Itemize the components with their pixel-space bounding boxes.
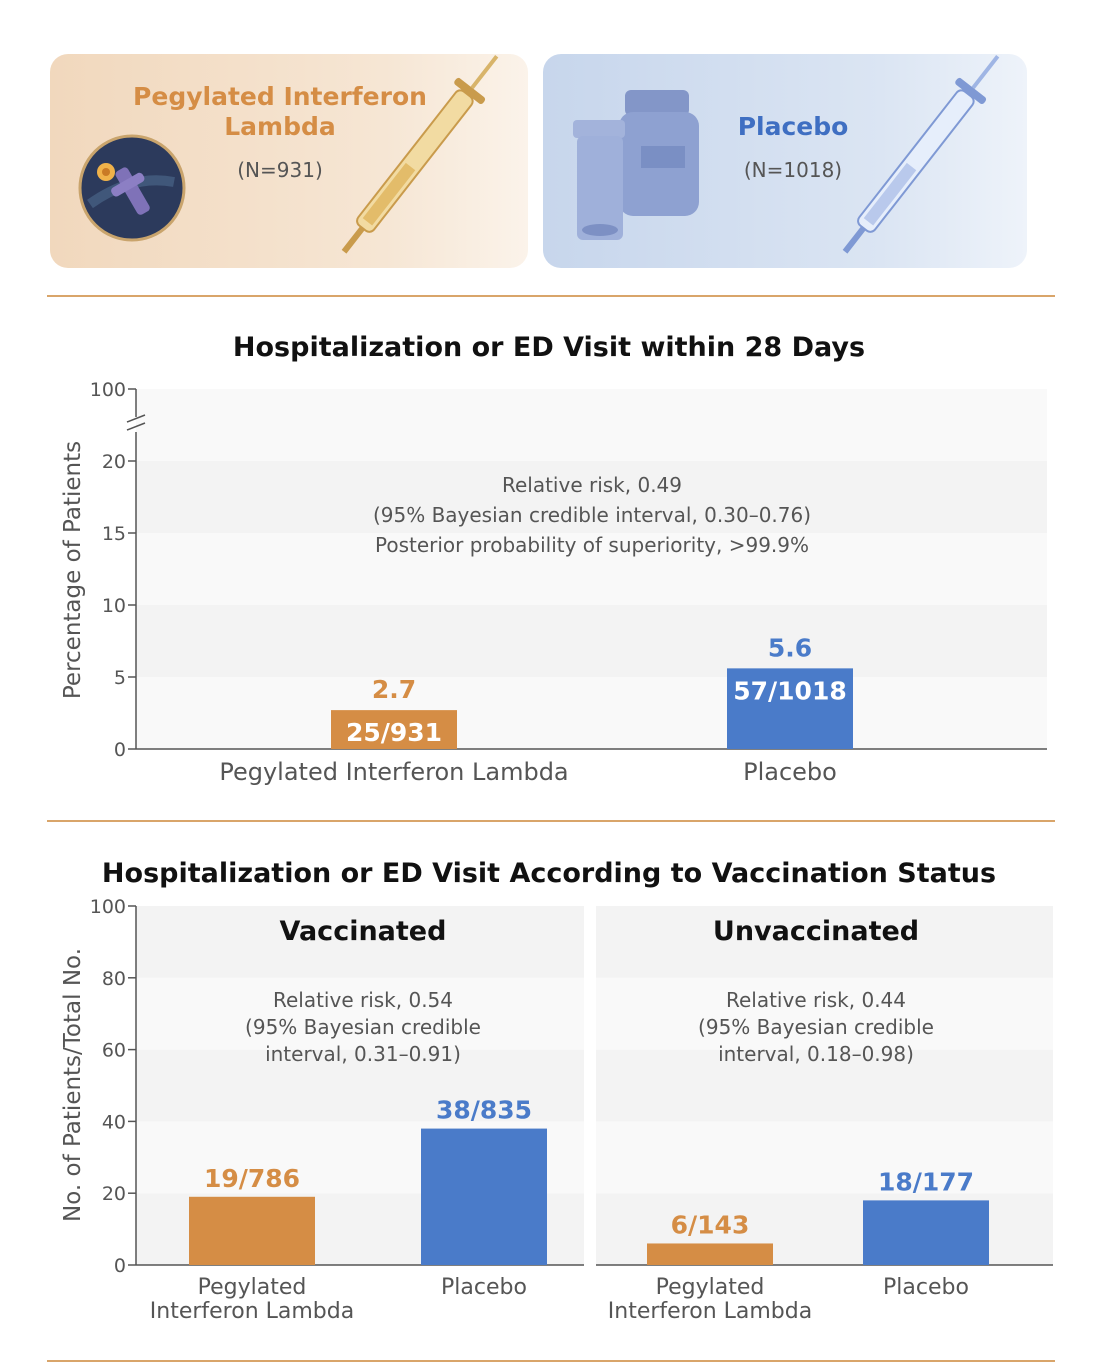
- chart1-ytick-label-5: 5: [114, 667, 126, 689]
- chart1-band-4: [136, 389, 1047, 461]
- panel-vaccinated-xlabel-interferon-2: Interferon Lambda: [150, 1299, 354, 1324]
- virus-lens-icon: [78, 134, 186, 242]
- chart1-ytick-label-15: 15: [102, 523, 126, 545]
- chart1-ytick-label-10: 10: [102, 595, 126, 617]
- chart2-ylabel: No. of Patients/Total No.: [60, 948, 86, 1222]
- pill-bottles-icon: [573, 90, 699, 240]
- interferon-arm-art: [78, 55, 499, 254]
- chart2-panel0-bar-label-0: 19/786: [204, 1164, 300, 1193]
- chart2-panel0-band-0: [136, 1193, 584, 1265]
- chart2-ytick-label-100: 100: [90, 896, 126, 918]
- placebo-arm-card: Placebo (N=1018): [543, 54, 1027, 268]
- placebo-arm-n: (N=1018): [743, 158, 843, 182]
- chart2-marks: 19/786 38/835 6/143 18/177: [189, 1096, 989, 1265]
- chart2-panel1-bar-1: [863, 1200, 989, 1265]
- chart2-panel1-bar-label-1: 18/177: [878, 1167, 974, 1196]
- chart1-bands: [136, 389, 1047, 749]
- chart2-title: Hospitalization or ED Visit According to…: [101, 858, 997, 889]
- interferon-arm-title-line2: Lambda: [224, 112, 336, 141]
- chart1-band-0: [136, 677, 1047, 749]
- chart1-value-label-0: 2.7: [372, 675, 416, 704]
- divider-middle: [47, 820, 1055, 822]
- panel-vaccinated-xlabel-interferon-1: Pegylated: [198, 1275, 307, 1300]
- interferon-arm-card: Pegylated Interferon Lambda (N=931): [50, 54, 528, 268]
- chart1-axis-break-mark-1: [126, 414, 146, 423]
- divider-top: [47, 295, 1055, 297]
- chart1-bar-0: [331, 710, 457, 749]
- panel-vaccinated-annotation-2: (95% Bayesian credible: [245, 1015, 481, 1039]
- divider-bottom: [47, 1360, 1055, 1362]
- chart1-annotation-line1: Relative risk, 0.49: [502, 473, 682, 497]
- chart1-plot: 0 5 10 15 20 100 2.7 25/931 5.6 57/1018 Percenta…: [60, 379, 1047, 786]
- chart1-marks: 2.7 25/931 5.6 57/1018: [331, 633, 853, 749]
- chart2-ytick-label-40: 40: [102, 1111, 126, 1133]
- chart1-value-label-1: 5.6: [768, 633, 812, 662]
- panel-vaccinated-title: Vaccinated: [280, 916, 447, 947]
- interferon-arm-n: (N=931): [237, 158, 323, 182]
- chart1-band-1: [136, 605, 1047, 677]
- chart2-ytick-label-60: 60: [102, 1040, 126, 1062]
- chart2-panel1-band-0: [596, 1193, 1053, 1265]
- chart1-annotation-line2: (95% Bayesian credible interval, 0.30–0.…: [373, 503, 811, 527]
- chart2-panel0-band-2: [136, 1049, 584, 1122]
- chart2-ytick-label-80: 80: [102, 968, 126, 990]
- chart1-count-label-1: 57/1018: [733, 676, 847, 705]
- chart2-panel1-band-2: [596, 1049, 1053, 1122]
- chart1-title: Hospitalization or ED Visit within 28 Da…: [232, 332, 866, 363]
- chart1-ytick-label-0: 0: [114, 739, 126, 761]
- chart1-xlabel-placebo: Placebo: [743, 758, 837, 786]
- chart1-xlabel-interferon: Pegylated Interferon Lambda: [219, 758, 568, 786]
- chart2-panel0-bar-0: [189, 1196, 315, 1265]
- chart1-axis: 0 5 10 15 20 100: [90, 379, 1047, 761]
- chart1-annotation-line3: Posterior probability of superiority, >9…: [375, 533, 809, 557]
- chart1-axis-break-mark-2: [126, 422, 146, 431]
- chart2-panel1-band-4: [596, 906, 1053, 978]
- chart1-ytick-label-100: 100: [90, 379, 126, 401]
- syringe-gold-icon: [341, 55, 499, 254]
- chart1-bar-1: [727, 668, 853, 749]
- chart2-panel1-band-1: [596, 1121, 1053, 1194]
- panel-vaccinated-annotation-1: Relative risk, 0.54: [273, 988, 453, 1012]
- interferon-arm-title-line1: Pegylated Interferon: [133, 82, 427, 111]
- panel-unvaccinated-xlabel-interferon-2: Interferon Lambda: [608, 1299, 812, 1324]
- chart2-panel0-band-1: [136, 1121, 584, 1194]
- panel-unvaccinated-xlabel-interferon-1: Pegylated: [656, 1275, 765, 1300]
- placebo-arm-art: [573, 55, 1000, 254]
- panel-unvaccinated-xlabel-placebo: Placebo: [883, 1275, 969, 1300]
- chart1-band-2: [136, 533, 1047, 605]
- chart1-count-label-0: 25/931: [346, 718, 442, 747]
- panel-vaccinated-annotation-3: interval, 0.31–0.91): [265, 1042, 461, 1066]
- placebo-arm-title: Placebo: [737, 112, 849, 141]
- chart2-ytick-label-0: 0: [114, 1255, 126, 1277]
- panel-vaccinated-xlabel-placebo: Placebo: [441, 1275, 527, 1300]
- chart1-ytick-label-20: 20: [102, 451, 126, 473]
- chart2-panel0-bar-1: [421, 1128, 547, 1265]
- chart2-panel0-band-3: [136, 977, 584, 1050]
- chart2-panel0-bar-label-1: 38/835: [436, 1096, 532, 1125]
- panel-unvaccinated-annotation-2: (95% Bayesian credible: [698, 1015, 934, 1039]
- chart2-panel1-bar-0: [647, 1243, 773, 1265]
- chart2-panel0-band-4: [136, 906, 584, 978]
- chart2-panel1-bar-label-0: 6/143: [671, 1210, 750, 1239]
- chart2-panel1-band-3: [596, 977, 1053, 1050]
- chart1-band-3: [136, 461, 1047, 533]
- panel-unvaccinated-title: Unvaccinated: [713, 916, 919, 947]
- panel-unvaccinated-annotation-1: Relative risk, 0.44: [726, 988, 906, 1012]
- panel-unvaccinated-annotation-3: interval, 0.18–0.98): [718, 1042, 914, 1066]
- syringe-blue-icon: [842, 55, 1000, 254]
- chart2-axis: 0 20 40 60 80 100: [90, 896, 1053, 1277]
- chart2-ytick-label-20: 20: [102, 1183, 126, 1205]
- chart1-ylabel: Percentage of Patients: [60, 441, 86, 699]
- chart2-bands: [136, 906, 1053, 1265]
